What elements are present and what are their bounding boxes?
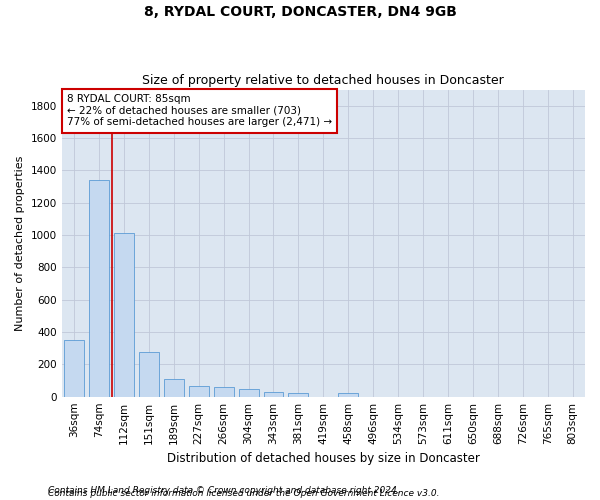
Y-axis label: Number of detached properties: Number of detached properties <box>15 156 25 331</box>
Text: 8, RYDAL COURT, DONCASTER, DN4 9GB: 8, RYDAL COURT, DONCASTER, DN4 9GB <box>143 5 457 19</box>
Bar <box>239 390 259 396</box>
Bar <box>214 387 233 396</box>
Text: Contains HM Land Registry data © Crown copyright and database right 2024.: Contains HM Land Registry data © Crown c… <box>48 486 400 495</box>
Bar <box>189 386 209 396</box>
Bar <box>64 340 84 396</box>
Bar <box>263 392 283 396</box>
Bar <box>164 379 184 396</box>
Bar <box>114 234 134 396</box>
Bar <box>338 394 358 396</box>
Bar <box>139 352 159 397</box>
Title: Size of property relative to detached houses in Doncaster: Size of property relative to detached ho… <box>142 74 504 87</box>
Text: Contains public sector information licensed under the Open Government Licence v3: Contains public sector information licen… <box>48 488 439 498</box>
Text: 8 RYDAL COURT: 85sqm
← 22% of detached houses are smaller (703)
77% of semi-deta: 8 RYDAL COURT: 85sqm ← 22% of detached h… <box>67 94 332 128</box>
Bar <box>289 394 308 396</box>
Bar <box>89 180 109 396</box>
X-axis label: Distribution of detached houses by size in Doncaster: Distribution of detached houses by size … <box>167 452 480 465</box>
